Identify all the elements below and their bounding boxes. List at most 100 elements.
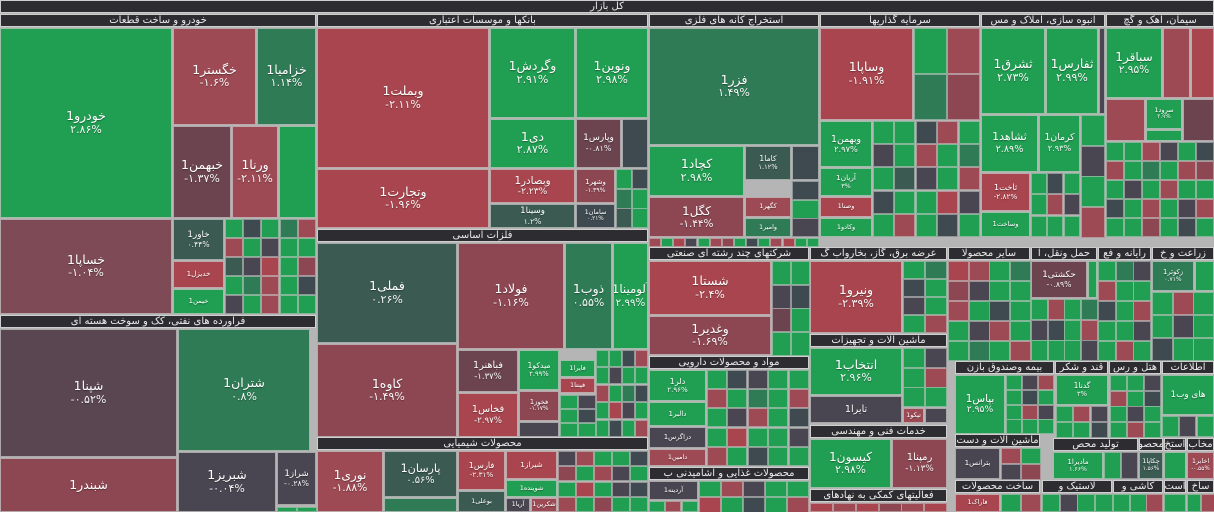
stock-tile[interactable]: شبریز1 -۰.۰۴% xyxy=(178,452,276,512)
mosaic-tile[interactable] xyxy=(622,367,635,384)
filler-tile[interactable] xyxy=(1088,261,1097,298)
mosaic-tile[interactable] xyxy=(959,167,980,190)
mosaic-tile[interactable] xyxy=(903,279,925,297)
stock-tile[interactable]: سرود1 ۲.۹% xyxy=(1146,99,1182,129)
mosaic-tile[interactable] xyxy=(969,281,990,301)
sector-header[interactable]: است xyxy=(1164,480,1186,493)
mosaic-tile[interactable] xyxy=(576,497,594,512)
stock-tile[interactable]: دالبر1 xyxy=(649,402,706,426)
mosaic-tile[interactable] xyxy=(937,121,958,144)
mosaic-tile[interactable] xyxy=(789,408,809,427)
mosaic-tile[interactable] xyxy=(1047,216,1063,237)
stock-tile[interactable]: وپارس1 -۰.۸۱% xyxy=(576,119,621,168)
mosaic-tile[interactable] xyxy=(1142,142,1160,161)
mosaic-tile[interactable] xyxy=(1064,340,1081,361)
mosaic-tile[interactable] xyxy=(772,285,791,309)
mosaic-tile[interactable] xyxy=(1081,176,1105,207)
mosaic-tile[interactable] xyxy=(1081,320,1098,341)
stock-tile[interactable]: ثشرق1 ۲.۷۳% xyxy=(981,28,1045,114)
mosaic-tile[interactable] xyxy=(948,281,969,301)
mosaic-tile[interactable] xyxy=(1081,207,1105,238)
stock-tile[interactable]: خاور1 ۰.۴۴% xyxy=(173,219,224,260)
stock-tile[interactable]: ونوین1 ۲.۹۸% xyxy=(576,28,648,118)
mosaic-tile[interactable] xyxy=(578,423,596,437)
stock-tile[interactable]: خساپا1 -۱.۰۴% xyxy=(0,219,172,314)
mosaic-tile[interactable] xyxy=(894,191,915,214)
mosaic-tile[interactable] xyxy=(1010,281,1031,301)
mosaic-tile[interactable] xyxy=(959,121,980,144)
mosaic-tile[interactable] xyxy=(1022,390,1038,405)
mosaic-tile[interactable] xyxy=(1006,405,1022,420)
mosaic-tile[interactable] xyxy=(1116,301,1134,321)
mosaic-tile[interactable] xyxy=(280,219,298,238)
mosaic-tile[interactable] xyxy=(1021,494,1041,512)
mosaic-tile[interactable] xyxy=(969,321,990,341)
mosaic-tile[interactable] xyxy=(1106,218,1124,237)
mosaic-tile[interactable] xyxy=(1179,416,1196,437)
mosaic-tile[interactable] xyxy=(609,350,622,367)
mosaic-tile[interactable] xyxy=(1144,422,1161,438)
mosaic-tile[interactable] xyxy=(792,181,819,200)
mosaic-tile[interactable] xyxy=(989,341,1010,361)
mosaic-tile[interactable] xyxy=(1133,301,1151,321)
mosaic-tile[interactable] xyxy=(698,238,710,247)
mosaic-tile[interactable] xyxy=(1173,338,1194,361)
stock-tile[interactable]: دی1 ۲.۸۷% xyxy=(490,119,575,168)
mosaic-tile[interactable] xyxy=(1048,340,1065,361)
mosaic-tile[interactable] xyxy=(298,219,316,238)
mosaic-tile[interactable] xyxy=(903,348,925,368)
mosaic-tile[interactable] xyxy=(1081,340,1098,361)
mosaic-tile[interactable] xyxy=(1193,315,1214,338)
mosaic-tile[interactable] xyxy=(959,214,980,237)
mosaic-tile[interactable] xyxy=(1127,406,1144,422)
mosaic-tile[interactable] xyxy=(298,295,316,314)
sector-header[interactable]: محصولات غذایی و آشامیدنی ب xyxy=(649,467,809,480)
mosaic-tile[interactable] xyxy=(243,276,261,295)
mosaic-tile[interactable] xyxy=(873,191,894,214)
mosaic-tile[interactable] xyxy=(1142,199,1160,218)
stock-tile[interactable]: دامین1 xyxy=(649,449,706,466)
stock-tile[interactable]: کچاد1 ۲.۹۸% xyxy=(649,146,744,196)
mosaic-tile[interactable] xyxy=(707,370,727,389)
mosaic-tile[interactable] xyxy=(748,370,768,389)
mosaic-tile[interactable] xyxy=(673,238,685,247)
mosaic-tile[interactable] xyxy=(937,214,958,237)
mosaic-tile[interactable] xyxy=(243,295,261,314)
mosaic-tile[interactable] xyxy=(916,144,937,167)
mosaic-tile[interactable] xyxy=(1133,321,1151,341)
mosaic-tile[interactable] xyxy=(1031,320,1048,341)
mosaic-tile[interactable] xyxy=(925,315,947,333)
mosaic-tile[interactable] xyxy=(969,341,990,361)
mosaic-tile[interactable] xyxy=(734,238,746,247)
mosaic-tile[interactable] xyxy=(1031,216,1047,237)
mosaic-tile[interactable] xyxy=(791,308,810,332)
sector-header[interactable]: تولید محص xyxy=(1053,438,1138,451)
mosaic-tile[interactable] xyxy=(1178,199,1196,218)
mosaic-tile[interactable] xyxy=(630,497,648,512)
mosaic-tile[interactable] xyxy=(1178,218,1196,237)
mosaic-tile[interactable] xyxy=(1006,419,1022,434)
mosaic-tile[interactable] xyxy=(1064,173,1080,194)
mosaic-tile[interactable] xyxy=(743,497,765,512)
mosaic-tile[interactable] xyxy=(1173,292,1194,315)
mosaic-tile[interactable] xyxy=(560,395,578,409)
mosaic-tile[interactable] xyxy=(1142,218,1160,237)
mosaic-tile[interactable] xyxy=(1021,464,1041,480)
mosaic-tile[interactable] xyxy=(699,481,721,497)
mosaic-tile[interactable] xyxy=(1178,161,1196,180)
mosaic-tile[interactable] xyxy=(1160,161,1178,180)
stock-tile[interactable]: فولاد1 -۱.۱۶% xyxy=(458,243,564,349)
mosaic-tile[interactable] xyxy=(1001,464,1021,480)
sector-header[interactable]: فلزات اساسی xyxy=(317,229,648,242)
mosaic-tile[interactable] xyxy=(1124,218,1142,237)
stock-tile[interactable]: وشهر1 -۱.۳۹% xyxy=(576,169,615,203)
mosaic-tile[interactable] xyxy=(578,395,596,409)
stock-tile[interactable]: وساپا1 -۱.۹۱% xyxy=(820,28,913,120)
mosaic-tile[interactable] xyxy=(707,408,727,427)
mosaic-tile[interactable] xyxy=(1160,142,1178,161)
mosaic-tile[interactable] xyxy=(873,167,894,190)
mosaic-tile[interactable] xyxy=(914,74,947,120)
mosaic-tile[interactable] xyxy=(916,121,937,144)
stock-tile[interactable]: فزر1 ۱.۴۹% xyxy=(649,28,819,145)
mosaic-tile[interactable] xyxy=(807,238,819,247)
